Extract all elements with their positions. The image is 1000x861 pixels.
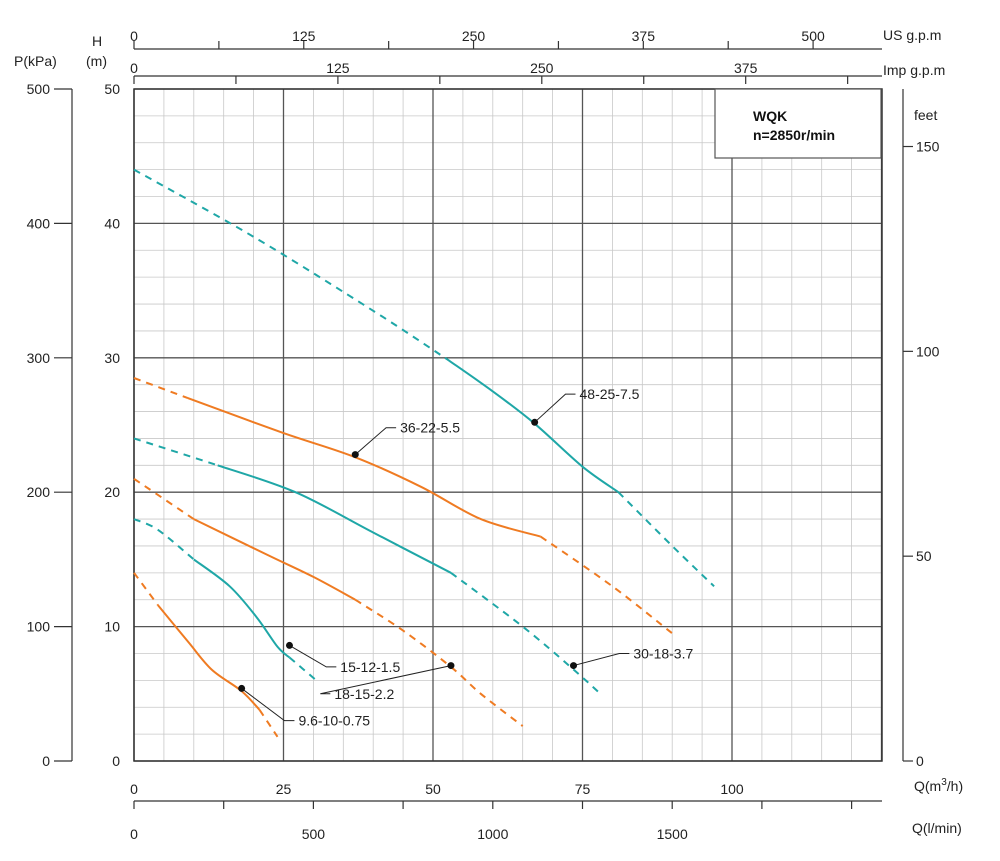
curve-extrapolated-end (354, 598, 524, 727)
us-gpm-tick-label: 125 (292, 28, 316, 44)
pressure-tick-label: 500 (27, 81, 51, 97)
curve-label: 36-22-5.5 (400, 420, 460, 436)
curve-marker-dot (238, 684, 246, 692)
curve-marker-dot (285, 641, 293, 649)
curve-leader-line (573, 652, 630, 667)
curve-leader-line (241, 688, 295, 722)
curve-30-18-3_7: 30-18-3.7 (133, 437, 693, 695)
title-box (714, 88, 882, 159)
imp-gpm-tick-label: 125 (326, 60, 350, 76)
curve-extrapolated-start (133, 518, 195, 561)
head-tick-label: 50 (104, 81, 120, 97)
curve-label: 30-18-3.7 (633, 645, 693, 661)
curve-marker-dot (447, 662, 455, 670)
head-axis-label-top: H (92, 33, 102, 49)
curve-extrapolated-end (540, 535, 673, 635)
flow-m3h-tick-label: 75 (575, 781, 591, 797)
us-gpm-tick-label: 500 (801, 28, 825, 44)
plot-frame (133, 88, 883, 762)
axis-ticks (54, 41, 913, 809)
pressure-tick-label: 0 (42, 753, 50, 769)
curve-marker-dot (570, 662, 578, 670)
pressure-axis-label: P(kPa) (14, 53, 57, 69)
curve-48-25-7_5: 48-25-7.5 (133, 168, 715, 588)
curve-leader-line (354, 427, 397, 455)
curve-label: 9.6-10-0.75 (298, 713, 370, 729)
major-grid (133, 88, 883, 762)
us-gpm-tick-label: 250 (462, 28, 486, 44)
flow-lmin-tick-label: 1000 (477, 826, 508, 842)
curve-extrapolated-start (133, 377, 189, 400)
imp-gpm-tick-label: 375 (734, 60, 758, 76)
curve-9_6-10-0_75: 9.6-10-0.75 (133, 572, 370, 738)
flow-lmin-tick-label: 1500 (657, 826, 688, 842)
curve-leader-line (289, 644, 337, 668)
curve-extrapolated-end (258, 709, 279, 738)
minor-grid (134, 89, 882, 761)
curve-extrapolated-start (133, 437, 219, 467)
curve-operating-range (157, 604, 261, 711)
flow-lmin-tick-label: 500 (302, 826, 326, 842)
imp-gpm-axis-label: Imp g.p.m (883, 62, 945, 78)
us-gpm-tick-label: 0 (130, 28, 138, 44)
pressure-tick-label: 300 (27, 350, 51, 366)
pressure-tick-label: 100 (27, 619, 51, 635)
pressure-tick-label: 200 (27, 484, 51, 500)
flow-lmin-axis-label: Q(l/min) (912, 820, 962, 836)
pump-curves: 9.6-10-0.75 15-12-1.5 18-15-2.2 30-18-3.7 36… (133, 168, 715, 738)
curve-extrapolated-end (617, 491, 715, 588)
curve-label: 48-25-7.5 (580, 386, 640, 402)
chart-subtitle: n=2850r/min (753, 127, 835, 143)
head-tick-label: 0 (112, 753, 120, 769)
curve-operating-range (217, 464, 452, 574)
axes (71, 48, 904, 802)
curve-label: 18-15-2.2 (334, 686, 394, 702)
head-tick-label: 10 (104, 619, 120, 635)
feet-tick-label: 50 (916, 548, 932, 564)
feet-tick-label: 150 (916, 139, 940, 155)
chart-title: WQK (753, 108, 787, 124)
flow-m3h-label-sup: 3 (941, 777, 947, 788)
flow-m3h-tick-label: 50 (425, 781, 441, 797)
curve-leader-line (320, 665, 452, 695)
feet-tick-label: 100 (916, 343, 940, 359)
flow-m3h-axis-label: Q(m3/h) (914, 777, 963, 794)
curve-extrapolated-end (288, 656, 318, 682)
us-gpm-axis-label: US g.p.m (883, 27, 941, 43)
curve-marker-dot (351, 451, 359, 459)
imp-gpm-tick-label: 0 (130, 60, 138, 76)
curve-operating-range (187, 397, 541, 538)
pressure-tick-label: 400 (27, 215, 51, 231)
head-tick-label: 40 (104, 215, 120, 231)
flow-lmin-tick-label: 0 (130, 826, 138, 842)
curve-extrapolated-end (450, 571, 602, 695)
us-gpm-tick-label: 375 (632, 28, 656, 44)
curve-extrapolated-start (133, 477, 195, 520)
flow-m3h-tick-label: 0 (130, 781, 138, 797)
curve-extrapolated-start (133, 572, 159, 606)
feet-axis-label: feet (914, 107, 937, 123)
flow-m3h-label-base: Q(m (914, 778, 941, 794)
flow-m3h-label-tail: /h) (947, 778, 963, 794)
head-axis-label-unit: (m) (86, 53, 107, 69)
curve-extrapolated-start (133, 168, 446, 359)
imp-gpm-tick-label: 250 (530, 60, 554, 76)
curve-operating-range (193, 558, 291, 659)
feet-tick-label: 0 (916, 753, 924, 769)
curve-marker-dot (531, 418, 539, 426)
curve-leader-line (534, 393, 576, 423)
curve-operating-range (193, 518, 356, 601)
curve-operating-range (444, 356, 619, 494)
curve-15-12-1_5: 15-12-1.5 (133, 518, 400, 682)
head-tick-label: 20 (104, 484, 120, 500)
flow-m3h-tick-label: 25 (276, 781, 292, 797)
curve-18-15-2_2: 18-15-2.2 (133, 477, 524, 727)
head-tick-label: 30 (104, 350, 120, 366)
curve-label: 15-12-1.5 (340, 659, 400, 675)
flow-m3h-tick-label: 100 (720, 781, 744, 797)
curve-36-22-5_5: 36-22-5.5 (133, 377, 673, 635)
